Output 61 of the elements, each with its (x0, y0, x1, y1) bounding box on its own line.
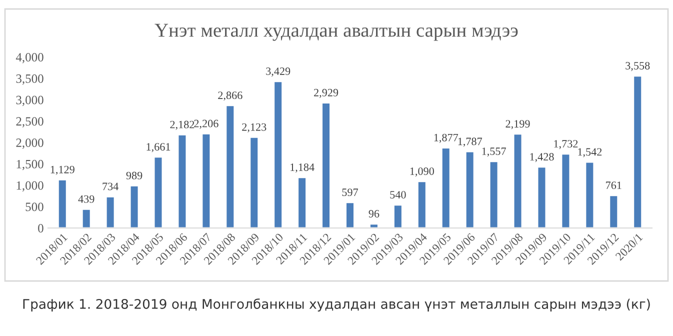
data-label: 1,542 (578, 148, 602, 158)
bar (153, 156, 164, 228)
data-label: 1,428 (530, 153, 554, 162)
data-label: 1,787 (458, 138, 482, 147)
bar (488, 160, 499, 228)
bar (321, 102, 331, 228)
bar (584, 161, 595, 228)
data-label: 734 (102, 182, 118, 190)
data-label: 2,929 (314, 88, 338, 98)
y-tick-label: 4,000 (16, 53, 44, 64)
bar (249, 136, 260, 228)
bar (369, 223, 379, 228)
data-label: 1,661 (146, 143, 170, 152)
y-tick-label: 3,500 (16, 74, 44, 85)
bar (560, 153, 571, 228)
bar (177, 134, 188, 228)
data-label: 2,199 (506, 120, 530, 130)
data-label: 96 (368, 210, 380, 218)
data-label: 3,429 (266, 68, 290, 77)
data-label: 2,206 (194, 120, 218, 129)
y-tick-label: 2,000 (16, 138, 44, 149)
bar (464, 150, 475, 228)
bar (417, 180, 427, 228)
data-label: 3,558 (626, 62, 650, 72)
bar (393, 204, 403, 228)
bar (273, 80, 283, 228)
data-label: 761 (606, 182, 622, 190)
data-label: 1,184 (290, 163, 314, 173)
data-label: 597 (342, 188, 358, 196)
data-label: 2,123 (242, 123, 266, 132)
data-label: 989 (126, 172, 142, 180)
bar (345, 202, 355, 228)
chart-title: Үнэт металл худалдан авалтын сарын мэдээ (154, 24, 518, 41)
data-label: 540 (390, 190, 406, 198)
data-label: 1,732 (554, 140, 578, 150)
data-label: 1,129 (50, 166, 74, 175)
bar (608, 194, 619, 228)
bar (512, 133, 523, 228)
data-label: 2,866 (218, 92, 242, 101)
bar (129, 185, 140, 228)
bar (201, 133, 212, 228)
y-tick-label: 1,000 (16, 181, 44, 192)
data-label: 1,557 (482, 148, 506, 157)
y-tick-label: 3,000 (16, 96, 44, 106)
bar (81, 208, 92, 228)
y-tick-label: 500 (26, 202, 44, 212)
bar (105, 196, 116, 228)
bar (297, 176, 307, 228)
data-label: 439 (78, 195, 94, 203)
data-label: 1,877 (434, 134, 458, 143)
bar (536, 166, 547, 228)
y-tick-label: 2,500 (16, 117, 44, 128)
bar (440, 147, 451, 228)
data-label: 1,090 (410, 167, 434, 177)
data-label: 2,182 (170, 120, 194, 130)
y-tick-label: 1,500 (16, 160, 44, 170)
bar (57, 179, 68, 228)
bar (225, 104, 236, 228)
text: График 1. 2018-2019 онд Монголбанкны худалдан авсан үнэт металлын сарын мэдээ (кг) (23, 298, 650, 312)
bar (632, 75, 643, 228)
y-tick-label: 0 (38, 224, 44, 232)
